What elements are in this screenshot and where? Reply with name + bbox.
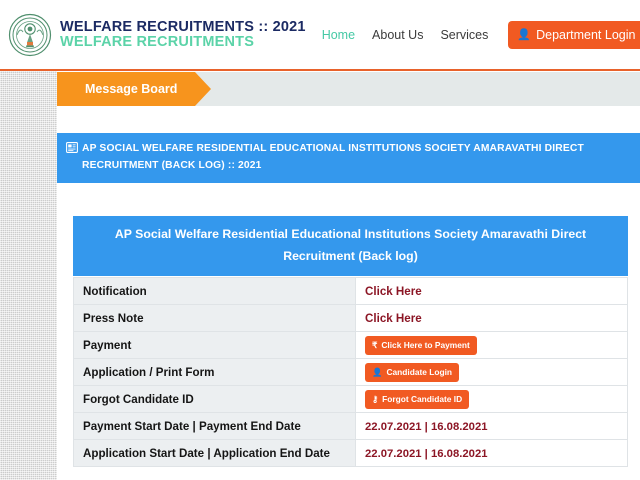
candidate-login-label: Candidate Login bbox=[386, 367, 453, 378]
table-row: Application / Print Form 👤 Candidate Log… bbox=[73, 358, 628, 386]
nav-item-about-us[interactable]: About Us bbox=[372, 28, 424, 42]
ap-government-emblem-icon bbox=[8, 13, 52, 57]
user-icon: 👤 bbox=[372, 367, 383, 378]
section-heading-bar: AP SOCIAL WELFARE RESIDENTIAL EDUCATIONA… bbox=[57, 133, 640, 183]
row-value-press-note: Click Here bbox=[355, 304, 628, 332]
rupee-icon: ₹ bbox=[372, 340, 378, 351]
row-value-notification: Click Here bbox=[355, 277, 628, 305]
row-value-application-dates: 22.07.2021 | 16.08.2021 bbox=[355, 439, 628, 467]
department-login-button[interactable]: 👤 Department Login bbox=[508, 21, 640, 49]
key-icon: ⚷ bbox=[372, 394, 379, 405]
nav-item-home[interactable]: Home bbox=[321, 28, 356, 42]
row-label-press-note: Press Note bbox=[73, 304, 356, 332]
tab-message-board-label: Message Board bbox=[85, 82, 178, 96]
row-label-notification: Notification bbox=[73, 277, 356, 305]
notification-click-here-link[interactable]: Click Here bbox=[365, 285, 422, 298]
payment-dates-text: 22.07.2021 | 16.08.2021 bbox=[365, 421, 488, 433]
brand-title-line2: WELFARE RECRUITMENTS bbox=[60, 34, 255, 50]
row-value-forgot-candidate-id: ⚷ Forgot Candidate ID bbox=[355, 385, 628, 413]
brand-title: WELFARE RECRUITMENTS :: 2021 WELFARE REC… bbox=[60, 18, 306, 50]
site-header: WELFARE RECRUITMENTS :: 2021 WELFARE REC… bbox=[0, 0, 640, 70]
row-value-payment-dates: 22.07.2021 | 16.08.2021 bbox=[355, 412, 628, 440]
click-here-to-payment-label: Click Here to Payment bbox=[381, 340, 470, 351]
recruitment-title-text: AP Social Welfare Residential Educationa… bbox=[114, 227, 587, 263]
row-label-payment-dates: Payment Start Date | Payment End Date bbox=[73, 412, 356, 440]
section-heading-text: AP SOCIAL WELFARE RESIDENTIAL EDUCATIONA… bbox=[82, 143, 584, 171]
recruitment-title-card: AP Social Welfare Residential Educationa… bbox=[73, 216, 628, 276]
forgot-candidate-id-button[interactable]: ⚷ Forgot Candidate ID bbox=[365, 390, 470, 409]
tab-message-board[interactable]: Message Board bbox=[57, 72, 212, 106]
tab-strip: Message Board bbox=[57, 72, 640, 106]
row-value-application-print-form: 👤 Candidate Login bbox=[355, 358, 628, 386]
department-login-label: Department Login bbox=[536, 28, 636, 42]
forgot-candidate-id-label: Forgot Candidate ID bbox=[382, 394, 463, 405]
recruitment-details-table: Notification Click Here Press Note Click… bbox=[73, 277, 628, 467]
click-here-to-payment-button[interactable]: ₹ Click Here to Payment bbox=[365, 336, 477, 355]
row-label-payment: Payment bbox=[73, 331, 356, 359]
main-navigation: Home About Us Services 👤 Department Logi… bbox=[322, 21, 640, 49]
press-note-click-here-link[interactable]: Click Here bbox=[365, 312, 422, 325]
user-icon: 👤 bbox=[517, 28, 532, 41]
table-row: Payment ₹ Click Here to Payment bbox=[73, 331, 628, 359]
table-row: Forgot Candidate ID ⚷ Forgot Candidate I… bbox=[73, 385, 628, 413]
nav-item-services[interactable]: Services bbox=[440, 28, 489, 42]
row-label-application-print-form: Application / Print Form bbox=[73, 358, 356, 386]
table-row: Press Note Click Here bbox=[73, 304, 628, 332]
table-row: Notification Click Here bbox=[73, 277, 628, 305]
header-divider-rule bbox=[0, 69, 640, 71]
table-row: Application Start Date | Application End… bbox=[73, 439, 628, 467]
newspaper-icon bbox=[66, 142, 78, 160]
candidate-login-button[interactable]: 👤 Candidate Login bbox=[365, 363, 460, 382]
row-label-application-dates: Application Start Date | Application End… bbox=[73, 439, 356, 467]
brand-title-line1: WELFARE RECRUITMENTS :: 2021 bbox=[60, 18, 306, 35]
application-dates-text: 22.07.2021 | 16.08.2021 bbox=[365, 448, 488, 460]
row-value-payment: ₹ Click Here to Payment bbox=[355, 331, 628, 359]
row-label-forgot-candidate-id: Forgot Candidate ID bbox=[73, 385, 356, 413]
table-row: Payment Start Date | Payment End Date 22… bbox=[73, 412, 628, 440]
